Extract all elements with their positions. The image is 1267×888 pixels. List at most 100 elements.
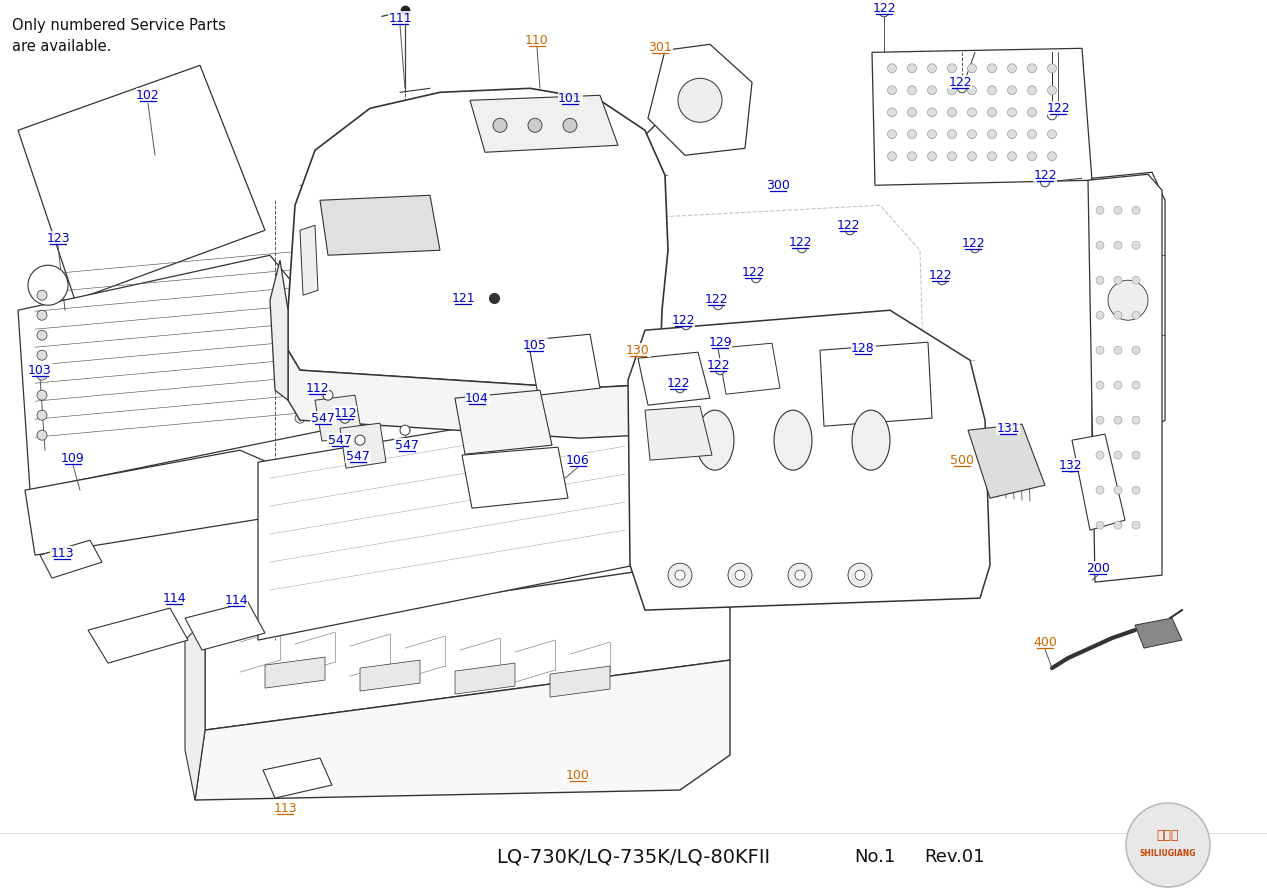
Circle shape — [675, 384, 684, 392]
Polygon shape — [455, 390, 552, 454]
Text: 122: 122 — [788, 235, 812, 249]
Circle shape — [1096, 486, 1104, 494]
Circle shape — [948, 64, 957, 73]
Circle shape — [37, 390, 47, 400]
Circle shape — [295, 373, 305, 384]
Polygon shape — [628, 310, 990, 610]
Circle shape — [295, 274, 305, 283]
Circle shape — [927, 86, 936, 95]
Circle shape — [1114, 521, 1123, 529]
Text: 130: 130 — [626, 344, 650, 357]
Circle shape — [1126, 803, 1210, 887]
Circle shape — [668, 563, 692, 587]
Polygon shape — [258, 400, 635, 640]
Circle shape — [729, 563, 753, 587]
Polygon shape — [185, 630, 205, 800]
Polygon shape — [455, 663, 514, 694]
Text: 132: 132 — [1058, 459, 1082, 472]
Polygon shape — [18, 66, 265, 300]
Circle shape — [675, 570, 685, 580]
Circle shape — [948, 86, 957, 95]
Circle shape — [1096, 416, 1104, 424]
Polygon shape — [41, 540, 103, 578]
Polygon shape — [315, 395, 362, 441]
Circle shape — [1028, 64, 1036, 73]
Circle shape — [1048, 111, 1057, 120]
Circle shape — [1048, 107, 1057, 117]
Polygon shape — [185, 602, 265, 650]
Text: 122: 122 — [929, 269, 952, 281]
Circle shape — [1114, 311, 1123, 319]
Circle shape — [1048, 152, 1057, 161]
Circle shape — [1109, 281, 1148, 321]
Circle shape — [948, 107, 957, 117]
Circle shape — [295, 313, 305, 323]
Circle shape — [37, 430, 47, 440]
Text: 122: 122 — [666, 377, 689, 390]
Circle shape — [987, 130, 997, 139]
Circle shape — [1007, 130, 1016, 139]
Circle shape — [1114, 486, 1123, 494]
Circle shape — [987, 152, 997, 161]
Ellipse shape — [696, 410, 734, 470]
Polygon shape — [25, 450, 321, 555]
Text: 200: 200 — [1086, 561, 1110, 575]
Polygon shape — [645, 406, 712, 460]
Polygon shape — [635, 205, 925, 592]
Circle shape — [37, 330, 47, 340]
Circle shape — [927, 130, 936, 139]
Circle shape — [797, 243, 807, 253]
Circle shape — [1114, 346, 1123, 354]
Circle shape — [528, 118, 542, 132]
Circle shape — [887, 86, 897, 95]
Circle shape — [28, 266, 68, 305]
Polygon shape — [321, 195, 440, 255]
Text: 122: 122 — [741, 266, 765, 279]
Circle shape — [713, 301, 722, 310]
Circle shape — [987, 64, 997, 73]
Text: 547: 547 — [328, 433, 352, 447]
Circle shape — [948, 130, 957, 139]
Circle shape — [1131, 346, 1140, 354]
Circle shape — [1028, 130, 1036, 139]
Text: 122: 122 — [1047, 102, 1069, 115]
Circle shape — [1114, 276, 1123, 284]
Polygon shape — [470, 95, 618, 152]
Text: 100: 100 — [566, 768, 590, 781]
Polygon shape — [195, 660, 730, 800]
Circle shape — [1096, 276, 1104, 284]
Text: 547: 547 — [312, 412, 334, 424]
Text: 110: 110 — [525, 34, 549, 47]
Text: 113: 113 — [51, 547, 73, 559]
Circle shape — [1131, 521, 1140, 529]
Circle shape — [340, 413, 350, 424]
Circle shape — [887, 64, 897, 73]
Text: 113: 113 — [274, 802, 296, 814]
Polygon shape — [462, 448, 568, 508]
Circle shape — [37, 410, 47, 420]
Circle shape — [788, 563, 812, 587]
Text: 122: 122 — [962, 237, 984, 250]
Circle shape — [1131, 276, 1140, 284]
Text: 106: 106 — [566, 454, 590, 467]
Circle shape — [948, 152, 957, 161]
Circle shape — [1131, 311, 1140, 319]
Circle shape — [400, 425, 411, 435]
Circle shape — [1007, 64, 1016, 73]
Text: 122: 122 — [948, 75, 972, 89]
Circle shape — [716, 366, 725, 375]
Circle shape — [1114, 242, 1123, 250]
Circle shape — [37, 370, 47, 380]
Circle shape — [968, 152, 977, 161]
Text: No.1: No.1 — [854, 848, 896, 866]
Circle shape — [927, 64, 936, 73]
Circle shape — [1096, 311, 1104, 319]
Circle shape — [887, 152, 897, 161]
Circle shape — [1040, 178, 1049, 186]
Circle shape — [1096, 206, 1104, 214]
Text: 121: 121 — [451, 292, 475, 305]
Text: Rev.01: Rev.01 — [925, 848, 986, 866]
Circle shape — [968, 107, 977, 117]
Circle shape — [887, 107, 897, 117]
Circle shape — [1007, 152, 1016, 161]
